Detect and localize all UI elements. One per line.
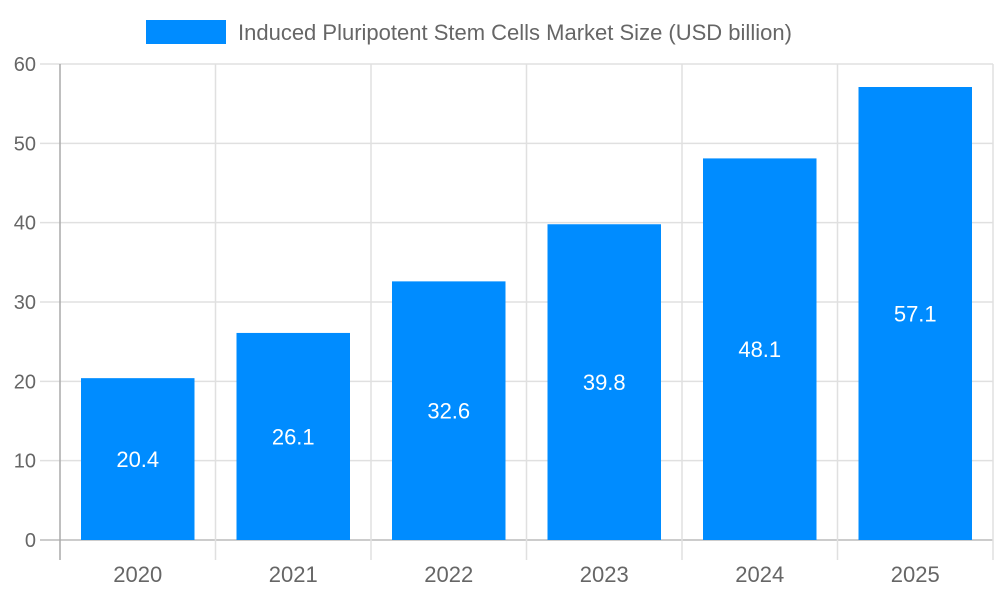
data-label: 20.4 [116, 447, 159, 472]
x-tick-label: 2022 [424, 562, 473, 587]
bar [547, 224, 661, 540]
y-tick-label: 30 [14, 292, 36, 314]
bar [703, 158, 817, 540]
legend: Induced Pluripotent Stem Cells Market Si… [146, 20, 792, 45]
legend-swatch [146, 20, 226, 44]
x-tick-label: 2025 [891, 562, 940, 587]
data-label: 57.1 [894, 302, 937, 327]
y-tick-label: 20 [14, 371, 36, 393]
bar [81, 378, 195, 540]
bar [858, 87, 972, 541]
y-tick-label: 10 [14, 451, 36, 473]
bar [392, 281, 506, 540]
bar [236, 332, 350, 540]
legend-label: Induced Pluripotent Stem Cells Market Si… [238, 20, 792, 45]
data-label: 39.8 [583, 370, 626, 395]
y-tick-label: 0 [25, 530, 36, 552]
data-label: 32.6 [427, 399, 470, 424]
x-tick-label: 2020 [113, 562, 162, 587]
x-tick-label: 2024 [735, 562, 784, 587]
y-tick-label: 50 [14, 133, 36, 155]
y-tick-label: 40 [14, 213, 36, 235]
data-label: 48.1 [738, 337, 781, 362]
x-tick-label: 2023 [580, 562, 629, 587]
data-label: 26.1 [272, 424, 315, 449]
y-tick-label: 60 [14, 54, 36, 76]
x-tick-label: 2021 [269, 562, 318, 587]
